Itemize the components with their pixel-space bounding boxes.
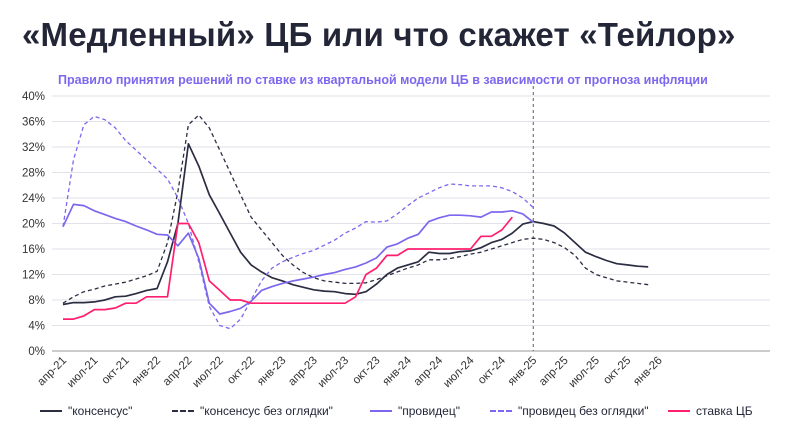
series-line-0 bbox=[62, 142, 649, 306]
y-tick-label: 24% bbox=[22, 193, 45, 205]
series-line-2 bbox=[62, 203, 534, 315]
y-tick-label: 28% bbox=[22, 168, 45, 180]
series-line-4 bbox=[63, 216, 513, 320]
legend-label-seer: "провидец" bbox=[398, 404, 460, 418]
x-tick-label: окт-23 bbox=[350, 355, 382, 387]
series-line-3 bbox=[62, 115, 534, 330]
y-tick-label: 32% bbox=[22, 142, 45, 154]
legend-item-seer: "провидец" bbox=[370, 404, 460, 418]
legend-swatch-cbr-rate bbox=[668, 410, 690, 412]
legend-swatch-consensus bbox=[40, 410, 62, 412]
legend: "консенсус" "консенсус без оглядки" "про… bbox=[40, 404, 800, 424]
legend-swatch-seer-no-lookback bbox=[490, 410, 512, 412]
x-tick-label: янв-23 bbox=[255, 355, 288, 388]
x-tick-label: июл-24 bbox=[441, 354, 477, 390]
legend-label-consensus: "консенсус" bbox=[68, 404, 133, 418]
legend-item-seer-no-lookback: "провидец без оглядки" bbox=[490, 404, 649, 418]
y-tick-label: 12% bbox=[22, 270, 45, 282]
legend-label-seer-no-lookback: "провидец без оглядки" bbox=[518, 404, 649, 418]
legend-swatch-consensus-no-lookback bbox=[172, 410, 194, 412]
x-tick-label: апр-25 bbox=[537, 355, 571, 389]
y-tick-label: 8% bbox=[28, 295, 45, 307]
x-tick-label: апр-24 bbox=[412, 354, 446, 388]
legend-item-consensus-no-lookback: "консенсус без оглядки" bbox=[172, 404, 333, 418]
x-tick-label: июл-21 bbox=[65, 355, 100, 390]
x-tick-label: апр-23 bbox=[286, 355, 320, 389]
page-title: «Медленный» ЦБ или что скажет «Тейлор» bbox=[22, 16, 736, 53]
x-tick-label: янв-25 bbox=[506, 355, 539, 388]
y-tick-label: 20% bbox=[22, 219, 45, 231]
x-tick-label: окт-22 bbox=[225, 355, 257, 387]
x-tick-label: окт-21 bbox=[100, 355, 132, 387]
x-tick-label: янв-26 bbox=[631, 355, 664, 388]
legend-item-consensus: "консенсус" bbox=[40, 404, 132, 418]
legend-item-cbr-rate: ставка ЦБ bbox=[668, 404, 753, 418]
y-tick-label: 40% bbox=[22, 91, 45, 103]
y-tick-label: 4% bbox=[28, 321, 45, 333]
chart-subtitle: Правило принятия решений по ставке из кв… bbox=[58, 73, 708, 87]
x-tick-label: янв-22 bbox=[130, 355, 163, 388]
x-tick-label: окт-24 bbox=[476, 354, 509, 387]
x-tick-label: апр-22 bbox=[161, 355, 195, 389]
x-tick-label: янв-24 bbox=[381, 354, 415, 388]
y-tick-label: 0% bbox=[28, 346, 45, 358]
x-tick-label: июл-22 bbox=[190, 355, 225, 390]
y-tick-label: 36% bbox=[22, 117, 45, 129]
legend-label-consensus-no-lookback: "консенсус без оглядки" bbox=[200, 404, 333, 418]
x-tick-label: окт-25 bbox=[601, 355, 633, 387]
x-tick-label: июл-25 bbox=[567, 355, 602, 390]
x-tick-label: апр-21 bbox=[35, 355, 69, 389]
legend-swatch-seer bbox=[370, 410, 392, 412]
legend-label-cbr-rate: ставка ЦБ bbox=[696, 404, 753, 418]
y-tick-label: 16% bbox=[22, 244, 45, 256]
x-tick-label: июл-23 bbox=[316, 355, 351, 390]
